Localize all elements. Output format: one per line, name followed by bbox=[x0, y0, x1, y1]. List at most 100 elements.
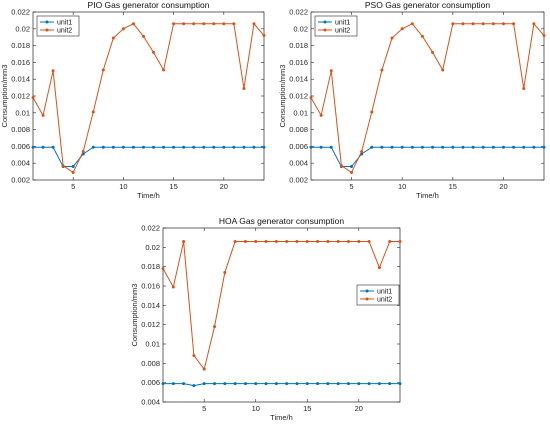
x-tick-label: 15 bbox=[449, 182, 457, 191]
data-point bbox=[61, 164, 65, 168]
data-point bbox=[192, 22, 196, 26]
data-point bbox=[171, 285, 175, 289]
data-point bbox=[400, 145, 404, 149]
y-tick-label: 0.018 bbox=[11, 41, 30, 50]
data-point bbox=[242, 86, 246, 90]
data-point bbox=[350, 170, 354, 174]
series-line bbox=[162, 241, 400, 371]
data-point bbox=[233, 382, 237, 386]
legend-label: unit1 bbox=[335, 20, 350, 27]
data-point bbox=[111, 36, 115, 40]
x-tick-label: 5 bbox=[349, 182, 353, 191]
y-tick-label: 0.008 bbox=[141, 359, 160, 368]
data-point bbox=[51, 145, 55, 149]
data-point bbox=[232, 145, 236, 149]
data-point bbox=[192, 145, 196, 149]
data-point bbox=[326, 382, 330, 386]
data-point bbox=[202, 145, 206, 149]
data-point bbox=[532, 145, 536, 149]
data-point bbox=[222, 22, 226, 26]
data-point bbox=[152, 50, 156, 54]
data-point bbox=[431, 145, 435, 149]
data-point bbox=[41, 145, 45, 149]
data-point bbox=[512, 22, 516, 26]
data-point bbox=[481, 22, 485, 26]
data-point bbox=[223, 382, 227, 386]
y-tick-label: 0.01 bbox=[15, 108, 30, 117]
legend-label: unit2 bbox=[57, 28, 72, 35]
legend-label: unit1 bbox=[57, 20, 72, 27]
data-point bbox=[264, 382, 268, 386]
series-unit2 bbox=[309, 22, 546, 174]
data-point bbox=[182, 240, 186, 244]
data-point bbox=[461, 145, 465, 149]
data-point bbox=[111, 145, 115, 149]
y-tick-label: 0.018 bbox=[141, 262, 160, 271]
data-point bbox=[336, 240, 340, 244]
legend-swatch-marker bbox=[365, 297, 369, 301]
data-point bbox=[471, 22, 475, 26]
x-tick-label: 15 bbox=[303, 404, 311, 413]
data-point bbox=[141, 145, 145, 149]
data-point bbox=[172, 145, 176, 149]
data-point bbox=[398, 240, 402, 244]
data-point bbox=[410, 145, 414, 149]
legend-label: unit2 bbox=[377, 297, 392, 304]
series-unit2 bbox=[31, 22, 266, 174]
data-point bbox=[202, 382, 206, 386]
data-point bbox=[31, 96, 35, 100]
data-point bbox=[71, 165, 75, 169]
y-tick-label: 0.004 bbox=[11, 159, 30, 168]
y-tick-label: 0.012 bbox=[141, 320, 160, 329]
series-line bbox=[33, 146, 264, 168]
data-point bbox=[223, 270, 227, 274]
chart-3: HOA Gas generator consumption 5 10 15 20 0.00… bbox=[130, 216, 402, 422]
y-tick-label: 0.016 bbox=[11, 58, 30, 67]
y-tick-label: 0.004 bbox=[289, 159, 308, 168]
data-point bbox=[213, 382, 217, 386]
y-tick-label: 0.002 bbox=[11, 176, 30, 185]
series-line bbox=[163, 383, 400, 387]
data-point bbox=[101, 145, 105, 149]
data-point bbox=[285, 382, 289, 386]
data-point bbox=[212, 22, 216, 26]
data-point bbox=[162, 68, 166, 72]
data-point bbox=[262, 145, 266, 149]
data-point bbox=[192, 384, 196, 388]
data-point bbox=[233, 240, 237, 244]
data-point bbox=[388, 382, 392, 386]
data-point bbox=[357, 382, 361, 386]
data-point bbox=[390, 145, 394, 149]
data-point bbox=[295, 240, 299, 244]
data-point bbox=[481, 145, 485, 149]
data-point bbox=[274, 240, 278, 244]
x-axis-label: Time/h bbox=[416, 191, 439, 200]
data-point bbox=[451, 22, 455, 26]
data-point bbox=[367, 240, 371, 244]
data-point bbox=[243, 382, 247, 386]
data-point bbox=[309, 96, 313, 100]
data-point bbox=[380, 145, 384, 149]
y-tick-label: 0.014 bbox=[141, 301, 160, 310]
data-point bbox=[243, 240, 247, 244]
data-point bbox=[390, 36, 394, 40]
data-point bbox=[242, 145, 246, 149]
data-point bbox=[131, 22, 135, 26]
data-point bbox=[274, 382, 278, 386]
series-unit1 bbox=[161, 382, 402, 388]
y-tick-label: 0.002 bbox=[289, 176, 308, 185]
data-point bbox=[501, 22, 505, 26]
legend-label: unit1 bbox=[377, 289, 392, 296]
data-point bbox=[161, 267, 165, 271]
data-point bbox=[212, 145, 216, 149]
y-tick-label: 0.006 bbox=[11, 142, 30, 151]
series-line bbox=[310, 22, 545, 174]
data-point bbox=[252, 22, 256, 26]
data-point bbox=[316, 240, 320, 244]
x-tick-label: 20 bbox=[220, 182, 228, 191]
chart-title: HOA Gas generator consumption bbox=[219, 216, 344, 226]
data-point bbox=[441, 68, 445, 72]
data-point bbox=[182, 382, 186, 386]
